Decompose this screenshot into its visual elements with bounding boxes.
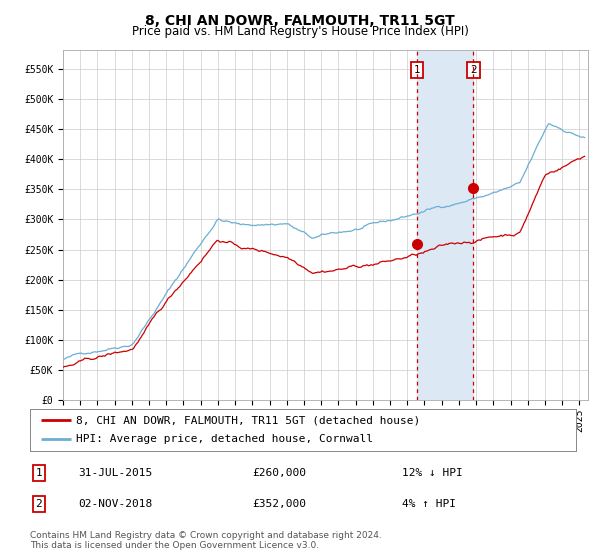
Text: £352,000: £352,000 <box>252 499 306 509</box>
Text: 31-JUL-2015: 31-JUL-2015 <box>78 468 152 478</box>
Text: 02-NOV-2018: 02-NOV-2018 <box>78 499 152 509</box>
Text: Price paid vs. HM Land Registry's House Price Index (HPI): Price paid vs. HM Land Registry's House … <box>131 25 469 38</box>
Text: £260,000: £260,000 <box>252 468 306 478</box>
Text: Contains HM Land Registry data © Crown copyright and database right 2024.
This d: Contains HM Land Registry data © Crown c… <box>30 531 382 550</box>
Text: 12% ↓ HPI: 12% ↓ HPI <box>402 468 463 478</box>
Text: 2: 2 <box>470 65 476 74</box>
Text: 4% ↑ HPI: 4% ↑ HPI <box>402 499 456 509</box>
Text: 1: 1 <box>35 468 43 478</box>
Text: 1: 1 <box>414 65 421 74</box>
Text: 8, CHI AN DOWR, FALMOUTH, TR11 5GT: 8, CHI AN DOWR, FALMOUTH, TR11 5GT <box>145 14 455 28</box>
Text: 2: 2 <box>35 499 43 509</box>
Bar <box>417 50 473 400</box>
Text: 8, CHI AN DOWR, FALMOUTH, TR11 5GT (detached house): 8, CHI AN DOWR, FALMOUTH, TR11 5GT (deta… <box>76 415 421 425</box>
Text: HPI: Average price, detached house, Cornwall: HPI: Average price, detached house, Corn… <box>76 435 373 445</box>
